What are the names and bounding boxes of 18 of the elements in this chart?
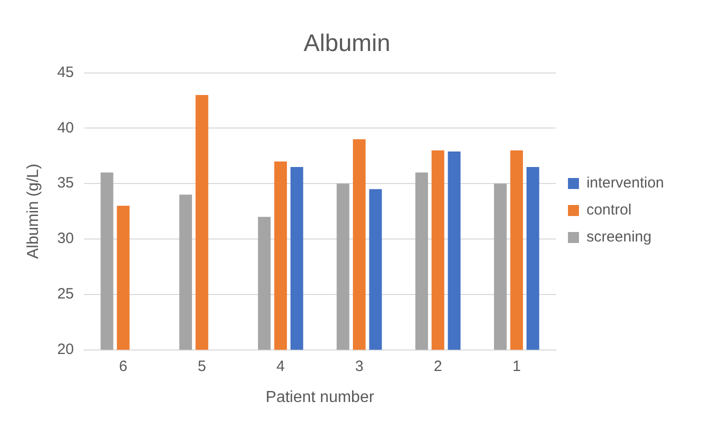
y-tick-label: 35 [57,174,74,192]
legend-label: intervention [586,174,664,192]
legend-label: control [586,202,632,219]
y-tick-label: 30 [57,230,74,248]
x-tick-label: 2 [434,358,442,375]
x-tick-label: 1 [512,358,521,375]
x-tick-label: 4 [276,358,285,375]
y-tick-label: 20 [57,340,74,358]
x-tick-label: 3 [355,358,364,375]
x-axis-title: Patient number [266,388,375,406]
legend-label: screening [586,228,652,246]
y-axis-title: Albumin (g/L) [25,164,42,259]
x-tick-label: 6 [119,358,128,375]
x-tick-label: 5 [198,358,206,375]
y-tick-label: 45 [57,64,74,81]
chart-title: Albumin [304,30,390,58]
y-tick-label: 40 [57,119,74,136]
y-tick-label: 25 [57,286,74,303]
